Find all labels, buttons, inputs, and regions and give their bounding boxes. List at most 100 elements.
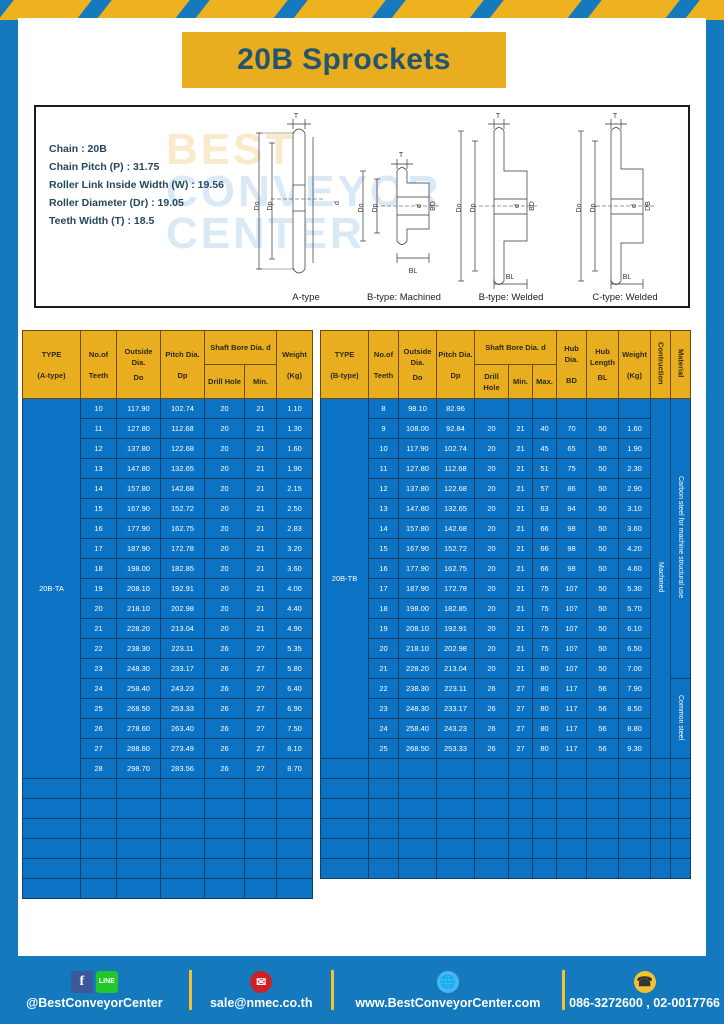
cell-empty [670, 818, 692, 839]
cell-dp: 243.23 [160, 678, 205, 699]
top-chevron-stripes [0, 0, 724, 20]
row-type-label: 20B-TB [320, 398, 369, 759]
cell-dp: 112.68 [160, 418, 205, 439]
th-shaft-bore-group: Shaft Bore Dia. d [473, 330, 558, 365]
cell-empty [204, 878, 245, 899]
cell-drill: 20 [474, 638, 509, 659]
th-weight: Weight (Kg) [276, 330, 313, 399]
table-row: 9 108.00 92.84 20 21 40 70 50 1.60 [321, 418, 691, 439]
cell-empty [204, 798, 245, 819]
cell-max: 80 [531, 718, 558, 739]
svg-text:Do: Do [576, 203, 583, 212]
cell-drill: 20 [204, 598, 245, 619]
cell-drill: 20 [204, 618, 245, 639]
cell-dp: 132.65 [436, 498, 475, 519]
table-row-empty [320, 778, 692, 799]
cell-empty [80, 798, 117, 819]
footer-website[interactable]: 🌐 www.BestConveyorCenter.com [334, 970, 562, 1010]
diagram-a-type: T Do Dp d [254, 113, 341, 274]
cell-min [508, 398, 533, 419]
cell-bd: 94 [556, 498, 588, 519]
cell-max: 75 [531, 598, 558, 619]
cell-min: 27 [244, 758, 277, 779]
cell-bl: 50 [586, 438, 620, 459]
cell-do: 117.90 [116, 398, 161, 419]
cell-dp: 82.96 [436, 398, 475, 419]
cell-dp: 253.33 [160, 698, 205, 719]
diagram-caption-b-welded: B-type: Welded [478, 292, 544, 303]
cell-min: 27 [244, 658, 277, 679]
cell-drill: 20 [204, 438, 245, 459]
cell-min: 27 [508, 678, 533, 699]
footer-email[interactable]: ✉ sale@nmec.co.th [192, 970, 331, 1010]
cell-weight [618, 398, 652, 419]
cell-empty [204, 838, 245, 859]
cell-teeth: 15 [368, 538, 399, 559]
cell-do: 288.60 [116, 738, 161, 759]
cell-max: 80 [531, 678, 558, 699]
table-row: 15 167.90 152.72 20 21 66 98 50 4.20 [321, 538, 691, 559]
cell-do: 177.90 [398, 558, 437, 579]
cell-bd: 107 [556, 578, 588, 599]
cell-empty [586, 818, 620, 839]
spec-chain-pitch: Chain Pitch (P) : 31.75 [49, 161, 160, 173]
th-drill-hole: Drill Hole [204, 364, 245, 399]
cell-empty [556, 858, 588, 879]
cell-bl: 50 [586, 578, 620, 599]
table-row-empty [320, 838, 692, 859]
footer-phone[interactable]: ☎ 086-3272600 , 02-0017766 [565, 970, 724, 1010]
cell-do: 218.10 [116, 598, 161, 619]
page-title-text: 20B Sprockets [237, 43, 451, 76]
cell-empty [586, 798, 620, 819]
table-row: 13 147.80 132.65 20 21 1.90 [23, 458, 313, 479]
cell-empty [618, 778, 652, 799]
table-row-empty [22, 878, 313, 899]
cell-drill [474, 398, 509, 419]
cell-dp: 142.68 [160, 478, 205, 499]
cell-empty [244, 878, 277, 899]
svg-text:d: d [631, 204, 638, 208]
cell-min: 27 [508, 698, 533, 719]
cell-dp: 132.65 [160, 458, 205, 479]
cell-weight: 8.80 [618, 718, 652, 739]
cell-weight: 8.10 [276, 738, 313, 759]
cell-teeth: 13 [80, 458, 117, 479]
cell-teeth: 19 [80, 578, 117, 599]
cell-material-carbon-steel: Carbon steel for machine structural use [670, 398, 692, 679]
cell-bd: 117 [556, 738, 588, 759]
svg-text:T: T [613, 113, 618, 120]
cell-max: 75 [531, 618, 558, 639]
cell-bl: 50 [586, 518, 620, 539]
cell-empty [116, 798, 161, 819]
svg-text:Do: Do [358, 203, 365, 212]
cell-empty [116, 838, 161, 859]
cell-empty [618, 858, 652, 879]
specification-list: Chain : 20B Chain Pitch (P) : 31.75 Roll… [49, 140, 224, 230]
cell-empty [276, 778, 313, 799]
cell-drill: 26 [474, 698, 509, 719]
cell-teeth: 23 [368, 698, 399, 719]
cell-empty [368, 838, 399, 859]
cell-empty [508, 798, 533, 819]
cell-min: 21 [508, 478, 533, 499]
spec-chain-label: Chain [49, 143, 79, 155]
th-teeth: No.of Teeth [80, 330, 117, 399]
footer-social[interactable]: f LINE @BestConveyorCenter [0, 970, 189, 1010]
svg-text:Do: Do [254, 201, 261, 210]
cell-do: 108.00 [398, 418, 437, 439]
cell-weight: 6.50 [618, 638, 652, 659]
th-hub-length: Hub Length BL [586, 330, 620, 399]
cell-bl: 50 [586, 658, 620, 679]
cell-empty [650, 838, 672, 859]
cell-do: 157.80 [116, 478, 161, 499]
facebook-icon[interactable]: f [70, 970, 93, 993]
cell-teeth: 9 [368, 418, 399, 439]
svg-text:BL: BL [409, 268, 418, 275]
cell-bl: 50 [586, 478, 620, 499]
table-row-empty [22, 778, 313, 799]
cell-empty [22, 858, 81, 879]
cell-do: 187.90 [398, 578, 437, 599]
line-icon[interactable]: LINE [95, 970, 118, 993]
cell-bl: 50 [586, 638, 620, 659]
cell-min: 21 [508, 438, 533, 459]
